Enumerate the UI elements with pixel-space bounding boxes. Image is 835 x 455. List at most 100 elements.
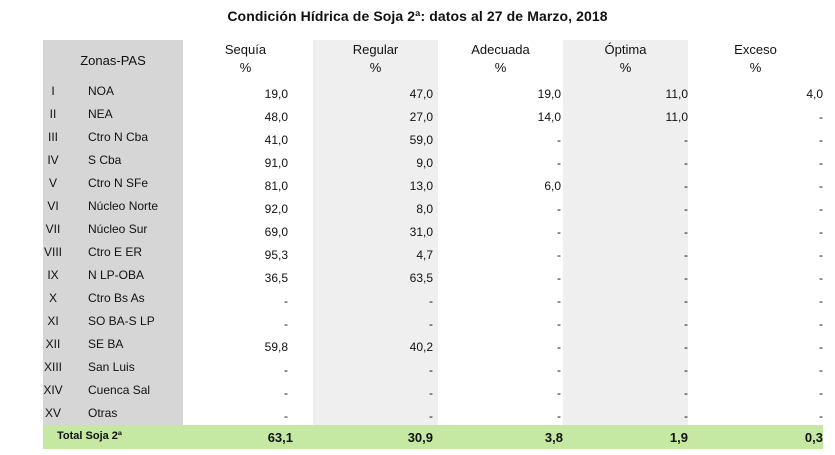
table-cell: - xyxy=(557,386,561,400)
column-band xyxy=(563,379,688,402)
table-cell: - xyxy=(684,179,688,193)
table-cell: - xyxy=(819,340,823,354)
zone-number: XII xyxy=(45,337,61,351)
zone-name: SE BA xyxy=(88,337,124,351)
table-row: IX N LP-OBA 36,5 63,5 - - - xyxy=(43,264,823,287)
column-band xyxy=(313,80,438,103)
table-cell: 41,0 xyxy=(264,133,288,147)
column-header-unit: % xyxy=(619,60,632,75)
table-cell: - xyxy=(684,317,688,331)
table-cell: - xyxy=(684,363,688,377)
table-cell: 95,3 xyxy=(264,248,288,262)
table-cell: - xyxy=(819,225,823,239)
table-cell: - xyxy=(557,363,561,377)
column-band xyxy=(563,149,688,172)
table-cell: 59,8 xyxy=(264,340,288,354)
table-cell: - xyxy=(557,133,561,147)
column-header-name: Sequía xyxy=(224,42,267,57)
zone-cell xyxy=(43,149,183,172)
zone-number: III xyxy=(47,130,58,144)
column-header: Sequía% xyxy=(183,40,308,80)
table-cell: 27,0 xyxy=(409,110,433,124)
table-cell: - xyxy=(684,386,688,400)
total-cell: 30,9 xyxy=(407,430,433,445)
zone-cell xyxy=(43,218,183,241)
table-row: VIII Ctro E ER 95,3 4,7 - - - xyxy=(43,241,823,264)
zone-cell xyxy=(43,103,183,126)
table-cell: 14,0 xyxy=(537,110,561,124)
table-cell: 59,0 xyxy=(409,133,433,147)
zones-header: Zonas-PAS xyxy=(43,40,183,80)
table-cell: - xyxy=(684,340,688,354)
zone-name: Ctro N SFe xyxy=(88,176,149,190)
zone-cell xyxy=(43,126,183,149)
zone-number: VIII xyxy=(43,245,62,259)
column-band xyxy=(563,103,688,126)
column-header: Regular% xyxy=(313,40,438,80)
zone-name: Ctro E ER xyxy=(88,245,143,259)
zone-number: IV xyxy=(47,153,59,167)
table-cell: - xyxy=(557,271,561,285)
table-cell: - xyxy=(684,225,688,239)
total-cell: 3,8 xyxy=(544,430,563,445)
table-cell: 63,5 xyxy=(409,271,433,285)
zone-cell xyxy=(43,264,183,287)
total-label: Total Soja 2ª xyxy=(57,430,122,442)
table-cell: 92,0 xyxy=(264,202,288,216)
zone-cell xyxy=(43,287,183,310)
table-cell: 4,7 xyxy=(416,248,433,262)
table-cell: - xyxy=(684,294,688,308)
table-cell: 6,0 xyxy=(544,179,561,193)
table-row: II NEA 48,0 27,0 14,0 11,0 - xyxy=(43,103,823,126)
column-band xyxy=(563,80,688,103)
table-row: XI SO BA-S LP - - - - - xyxy=(43,310,823,333)
zone-name: SO BA-S LP xyxy=(88,314,155,328)
zone-cell xyxy=(43,356,183,379)
table-row: I NOA 19,0 47,0 19,0 11,0 4,0 xyxy=(43,80,823,103)
column-band xyxy=(313,218,438,241)
column-band xyxy=(563,126,688,149)
table-cell: - xyxy=(819,248,823,262)
table-cell: - xyxy=(684,133,688,147)
zone-name: Cuenca Sal xyxy=(88,383,151,397)
table-cell: - xyxy=(557,317,561,331)
table-cell: - xyxy=(557,248,561,262)
table-cell: 8,0 xyxy=(416,202,433,216)
zone-name: Otras xyxy=(88,406,118,420)
table-row: VII Núcleo Sur 69,0 31,0 - - - xyxy=(43,218,823,241)
total-cell: 1,9 xyxy=(669,430,688,445)
table-cell: - xyxy=(284,386,288,400)
zone-cell xyxy=(43,241,183,264)
table-cell: - xyxy=(557,294,561,308)
column-band xyxy=(313,402,438,425)
zone-name: NOA xyxy=(88,84,115,98)
zone-cell xyxy=(43,333,183,356)
table-cell: - xyxy=(819,156,823,170)
column-band xyxy=(563,264,688,287)
table-cell: 47,0 xyxy=(409,87,433,101)
column-band xyxy=(313,287,438,310)
table-cell: 9,0 xyxy=(416,156,433,170)
zone-name: NEA xyxy=(88,107,113,121)
table-cell: - xyxy=(429,363,433,377)
column-band xyxy=(563,356,688,379)
column-header: Óptima% xyxy=(563,40,688,80)
table-cell: - xyxy=(429,294,433,308)
table-cell: 91,0 xyxy=(264,156,288,170)
table-cell: - xyxy=(557,409,561,423)
column-band xyxy=(313,126,438,149)
zone-name: Ctro Bs As xyxy=(88,291,145,305)
table-cell: 13,0 xyxy=(409,179,433,193)
table-cell: - xyxy=(429,317,433,331)
zone-cell xyxy=(43,172,183,195)
table-cell: - xyxy=(819,179,823,193)
zone-name: Ctro N Cba xyxy=(88,130,149,144)
table-cell: - xyxy=(284,294,288,308)
page-title: Condición Hídrica de Soja 2ª: datos al 2… xyxy=(227,8,608,24)
column-band xyxy=(563,241,688,264)
table-cell: - xyxy=(684,409,688,423)
table-row: XV Otras - - - - - xyxy=(43,402,823,425)
table-row: VI Núcleo Norte 92,0 8,0 - - - xyxy=(43,195,823,218)
zone-number: V xyxy=(48,176,57,190)
column-band xyxy=(563,310,688,333)
